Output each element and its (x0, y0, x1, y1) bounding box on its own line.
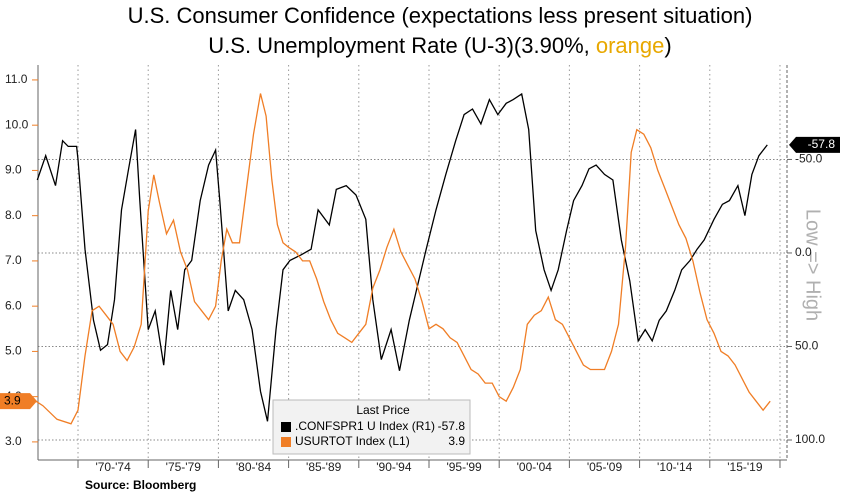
series-line (36, 92, 768, 422)
y-tick-label: 6.0 (5, 298, 22, 312)
plot-area (38, 65, 787, 460)
x-tick-label: '10-'14 (657, 460, 693, 474)
legend-swatch (281, 422, 291, 432)
legend-value: 3.9 (448, 434, 465, 448)
legend-label: .CONFSPR1 U Index (R1) (295, 419, 435, 433)
y-tick-label: 9.0 (5, 163, 22, 177)
x-tick-label: '90-'94 (376, 460, 412, 474)
legend-label: USURTOT Index (L1) (295, 434, 410, 448)
legend-swatch (281, 437, 291, 447)
x-tick-label: '80-'84 (236, 460, 272, 474)
subtitle-part: ) (664, 33, 671, 58)
y-tick-label: 8.0 (5, 208, 22, 222)
y2-tick-label: 0.0 (795, 245, 812, 259)
y-tick-label: 5.0 (5, 344, 22, 358)
legend-box (272, 399, 471, 455)
y-tick-label: 10.0 (5, 117, 29, 131)
chart-subtitle: U.S. Unemployment Rate (U-3)(3.90%, oran… (208, 33, 671, 58)
x-tick-label: '70-'74 (95, 460, 131, 474)
y-tick-label: 7.0 (5, 253, 22, 267)
x-tick-label: '00-'04 (517, 460, 553, 474)
x-tick-label: '95-'99 (446, 460, 482, 474)
chart-title: U.S. Consumer Confidence (expectations l… (128, 3, 753, 28)
series-line (35, 93, 771, 425)
x-tick-label: '05-'09 (587, 460, 623, 474)
y2-axis-label: Low => High (802, 209, 824, 321)
source: Source: Bloomberg (85, 478, 196, 492)
legend-title: Last Price (356, 403, 410, 417)
y-tick-label: 11.0 (5, 72, 28, 86)
y2-tick-label: 100.0 (795, 432, 825, 446)
legend-value: -57.8 (438, 419, 466, 433)
subtitle-part: U.S. Unemployment Rate (U-3)(3.90%, (208, 33, 596, 58)
last-value-label: 3.9 (4, 393, 21, 407)
subtitle-part: orange (596, 33, 665, 58)
x-tick-label: '75-'79 (166, 460, 202, 474)
x-tick-label: '15-'19 (727, 460, 763, 474)
y2-tick-label: 50.0 (795, 339, 819, 353)
last-value-tag (789, 136, 840, 153)
x-tick-label: '85-'89 (306, 460, 342, 474)
y2-tick-label: -50.0 (795, 152, 823, 166)
last-value-label: -57.8 (808, 137, 836, 151)
y-tick-label: 3.0 (5, 434, 22, 448)
last-value-tag (0, 393, 37, 410)
